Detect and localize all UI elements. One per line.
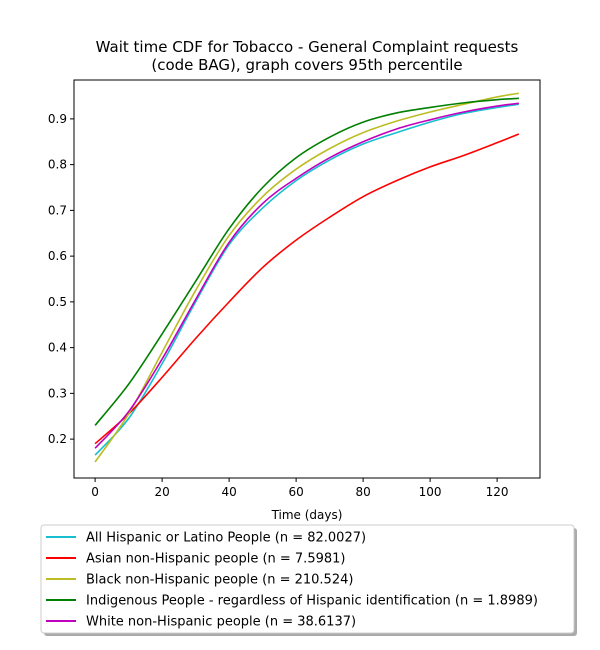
legend-label-2: Black non-Hispanic people (n = 210.524) bbox=[86, 573, 353, 588]
legend-label-1: Asian non-Hispanic people (n = 7.5981) bbox=[86, 552, 345, 567]
series-lines bbox=[94, 92, 520, 463]
legend-label-0: All Hispanic or Latino People (n = 82.00… bbox=[86, 531, 366, 546]
x-tick-label: 120 bbox=[486, 485, 509, 499]
chart-title-line-2: (code BAG), graph covers 95th percentile bbox=[151, 56, 462, 74]
y-tick-label: 0.2 bbox=[48, 432, 67, 446]
x-tick-label: 80 bbox=[355, 485, 370, 499]
series-line-3 bbox=[94, 97, 519, 426]
y-tick-label: 0.5 bbox=[48, 295, 67, 309]
legend: All Hispanic or Latino People (n = 82.00… bbox=[40, 524, 577, 636]
y-tick-label: 0.3 bbox=[48, 386, 67, 400]
x-tick-label: 0 bbox=[91, 485, 99, 499]
y-tick-label: 0.8 bbox=[48, 158, 67, 172]
x-axis-label: Time (days) bbox=[271, 508, 343, 522]
y-tick-label: 0.4 bbox=[48, 341, 67, 355]
y-tick-label: 0.7 bbox=[48, 203, 67, 217]
legend-box bbox=[40, 524, 575, 634]
plot-area bbox=[73, 79, 541, 479]
x-tick-label: 40 bbox=[221, 485, 236, 499]
x-tick-label: 100 bbox=[419, 485, 442, 499]
x-tick-label: 60 bbox=[288, 485, 303, 499]
y-axis-ticks: 0.2 0.3 0.4 0.5 0.6 0.7 0.8 0.9 bbox=[48, 112, 74, 446]
series-line-4 bbox=[94, 102, 519, 449]
legend-label-3: Indigenous People - regardless of Hispan… bbox=[86, 594, 538, 609]
y-tick-label: 0.9 bbox=[48, 112, 67, 126]
x-axis-ticks: 0 20 40 60 80 100 120 bbox=[91, 478, 509, 499]
legend-label-4: White non-Hispanic people (n = 38.6137) bbox=[86, 615, 356, 630]
series-line-2 bbox=[94, 92, 520, 463]
series-line-0 bbox=[94, 103, 520, 456]
y-tick-label: 0.6 bbox=[48, 249, 67, 263]
chart-title: Wait time CDF for Tobacco - General Comp… bbox=[96, 38, 519, 74]
x-tick-label: 20 bbox=[154, 485, 169, 499]
series-line-1 bbox=[94, 133, 520, 445]
chart-title-line-1: Wait time CDF for Tobacco - General Comp… bbox=[96, 38, 519, 56]
